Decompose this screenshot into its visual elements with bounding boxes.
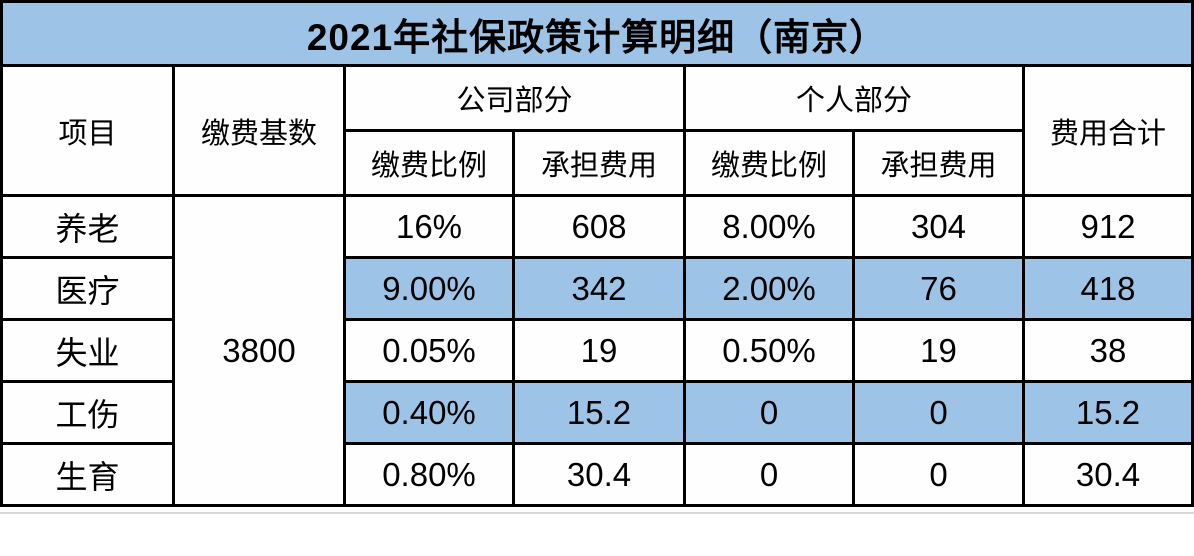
header-company-fee: 承担费用 [512,129,686,197]
data-cell: 16% [343,194,515,259]
data-cell: 0.80% [343,442,515,507]
data-cell: 38 [1021,318,1194,383]
header-row-subcolumns: 缴费比例 承担费用 缴费比例 承担费用 [2,129,1193,197]
row-label: 失业 [0,318,175,383]
bottom-divider-line [0,512,1194,514]
data-cell: 304 [852,194,1025,259]
data-cell: 418 [1021,256,1194,321]
data-cell: 76 [852,256,1025,321]
data-cell: 342 [512,256,686,321]
data-cell: 19 [512,318,686,383]
data-cell: 30.4 [1021,442,1194,507]
data-cell: 9.00% [343,256,515,321]
data-cell: 15.2 [512,380,686,445]
table-row-unemployment: 失业 0.05% 19 0.50% 19 38 [0,318,1194,383]
row-label: 养老 [0,194,175,259]
table-row-maternity: 生育 0.80% 30.4 0 0 30.4 [0,442,1194,507]
header-personal-group: 个人部分 [683,64,1025,132]
base-value-cell: 3800 [172,194,346,507]
data-cell: 0 [683,442,855,507]
header-personal-ratio: 缴费比例 [683,129,855,197]
header-base: 缴费基数 [172,64,346,197]
data-cell: 0.05% [343,318,515,383]
data-cell: 8.00% [683,194,855,259]
data-cell: 30.4 [512,442,686,507]
row-label: 生育 [0,442,175,507]
table-row-medical: 医疗 9.00% 342 2.00% 76 418 [0,256,1194,321]
data-cell: 19 [852,318,1025,383]
header-item: 项目 [0,64,175,197]
data-cell: 608 [512,194,686,259]
page-title: 2021年社保政策计算明细（南京） [0,0,1194,67]
header-total: 费用合计 [1021,64,1194,197]
data-cell: 0.40% [343,380,515,445]
data-cell: 912 [1021,194,1194,259]
header-company-ratio: 缴费比例 [343,129,515,197]
data-cell: 0 [683,380,855,445]
data-cell: 0 [852,380,1025,445]
data-cell: 15.2 [1021,380,1194,445]
header-personal-fee: 承担费用 [852,129,1025,197]
social-security-table: 2021年社保政策计算明细（南京） 项目 缴费基数 公司部分 个人部分 费用合计… [0,0,1194,507]
title-row: 2021年社保政策计算明细（南京） [0,0,1194,67]
table-row-pension: 养老 3800 16% 608 8.00% 304 912 [0,194,1194,507]
header-row-groups: 项目 缴费基数 公司部分 个人部分 费用合计 [0,64,1194,197]
data-cell: 2.00% [683,256,855,321]
row-label: 医疗 [0,256,175,321]
data-cell: 0.50% [683,318,855,383]
row-label: 工伤 [0,380,175,445]
data-cell: 0 [852,442,1025,507]
header-company-group: 公司部分 [343,64,686,132]
table-row-work-injury: 工伤 0.40% 15.2 0 0 15.2 [0,380,1194,445]
